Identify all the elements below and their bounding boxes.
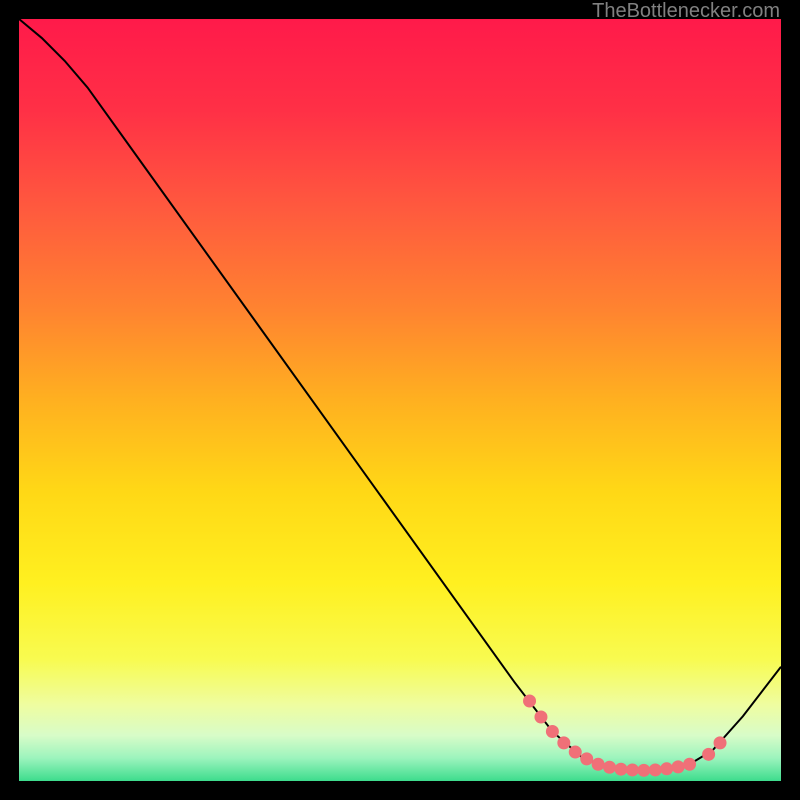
marker-dot	[638, 764, 650, 776]
marker-dot	[714, 737, 726, 749]
curve-layer	[19, 19, 781, 781]
plot-area	[19, 19, 781, 781]
marker-dot	[558, 737, 570, 749]
marker-dot	[604, 761, 616, 773]
watermark-text: TheBottlenecker.com	[592, 0, 780, 23]
marker-dot	[672, 761, 684, 773]
marker-dot	[524, 695, 536, 707]
bottleneck-curve	[19, 19, 781, 770]
marker-dot	[581, 753, 593, 765]
marker-dot	[661, 763, 673, 775]
marker-dot	[684, 758, 696, 770]
marker-dot	[592, 758, 604, 770]
marker-dot	[569, 746, 581, 758]
marker-dot	[626, 764, 638, 776]
marker-dot	[615, 763, 627, 775]
marker-group	[524, 695, 726, 776]
marker-dot	[546, 725, 558, 737]
marker-dot	[535, 711, 547, 723]
marker-dot	[703, 748, 715, 760]
marker-dot	[649, 764, 661, 776]
